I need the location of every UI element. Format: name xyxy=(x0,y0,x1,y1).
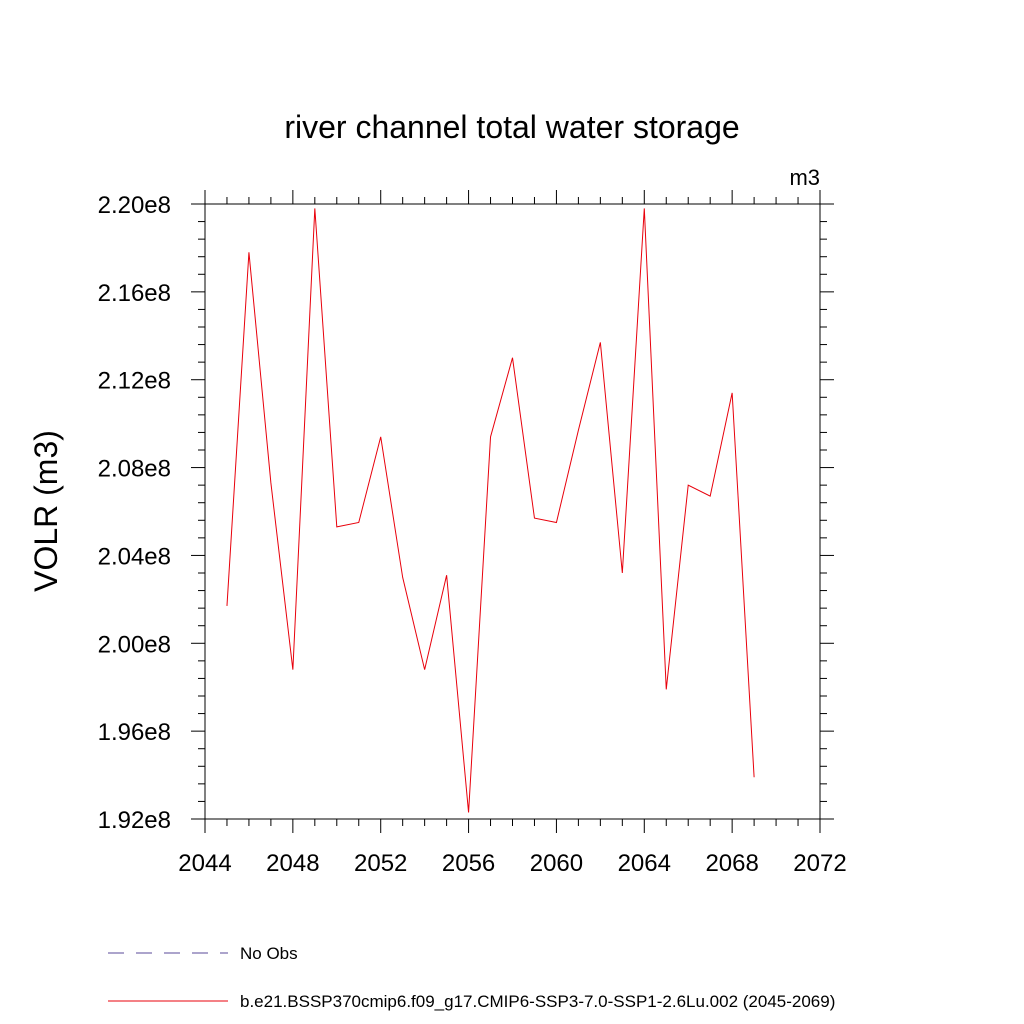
x-tick-label: 2056 xyxy=(442,850,495,877)
y-tick-label: 2.00e8 xyxy=(98,631,171,658)
x-tick-label: 2060 xyxy=(530,850,583,877)
y-tick-label: 1.96e8 xyxy=(98,719,171,746)
y-tick-label: 2.04e8 xyxy=(98,543,171,570)
x-tick-label: 2052 xyxy=(354,850,407,877)
x-tick-label: 2064 xyxy=(618,850,671,877)
major-ticks xyxy=(191,190,834,833)
y-tick-label: 2.08e8 xyxy=(98,456,171,483)
series-line-1 xyxy=(226,208,755,813)
units-label: m3 xyxy=(789,165,820,190)
y-tick-label: 1.92e8 xyxy=(98,807,171,834)
plot-frame xyxy=(204,203,821,820)
x-tick-label: 2072 xyxy=(793,850,846,877)
chart-title: river channel total water storage xyxy=(284,109,739,145)
y-tick-label: 2.12e8 xyxy=(98,368,171,395)
y-tick-label: 2.16e8 xyxy=(98,280,171,307)
y-axis-label: VOLR (m3) xyxy=(28,430,64,592)
x-tick-labels: 2044 2048 2052 2056 2060 2064 2068 2072 xyxy=(178,850,846,877)
x-tick-label: 2068 xyxy=(705,850,758,877)
legend-label-model-run: b.e21.BSSP370cmip6.f09_g17.CMIP6-SSP3-7.… xyxy=(240,992,835,1011)
legend: No Obs b.e21.BSSP370cmip6.f09_g17.CMIP6-… xyxy=(108,944,835,1011)
x-tick-label: 2044 xyxy=(178,850,231,877)
x-tick-label: 2048 xyxy=(266,850,319,877)
minor-ticks xyxy=(198,197,827,826)
series-lines xyxy=(226,208,755,813)
y-tick-label: 2.20e8 xyxy=(98,192,171,219)
y-tick-labels: 1.92e8 1.96e8 2.00e8 2.04e8 2.08e8 2.12e8 2.16… xyxy=(98,192,171,834)
legend-label-no-obs: No Obs xyxy=(240,944,298,963)
